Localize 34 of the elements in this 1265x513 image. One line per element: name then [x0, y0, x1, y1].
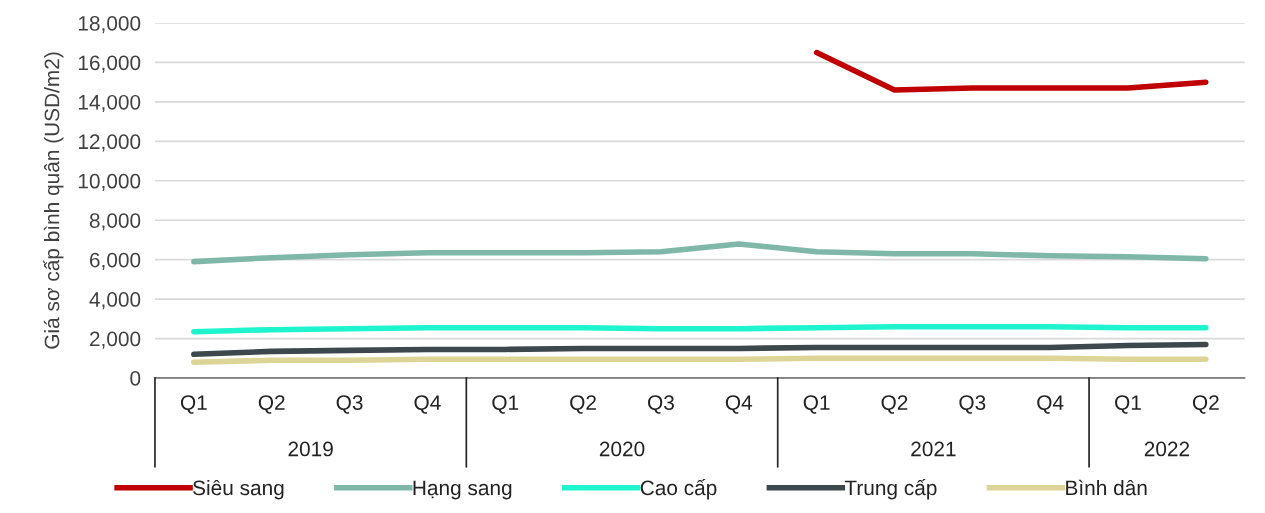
x-tick-label: Q2	[570, 395, 596, 414]
x-tick-label: Q3	[648, 395, 674, 414]
x-tick-label: Q4	[414, 395, 441, 414]
y-tick-label: 6,000	[90, 252, 141, 270]
y-tick-label: 4,000	[89, 292, 141, 310]
x-tick-label: Q3	[336, 395, 363, 414]
y-tick-label: 10,000	[78, 173, 141, 191]
text: 2019	[288, 441, 333, 457]
y-tick-label: 12,000	[78, 134, 141, 152]
text: 2020	[599, 441, 645, 457]
legend-label: Bình dân	[1066, 479, 1147, 496]
legend-label: Cao cấp	[640, 479, 717, 500]
x-tick-label: Q1	[180, 395, 207, 414]
x-tick-label: Q4	[1037, 395, 1064, 414]
x-tick-label: Q2	[881, 395, 908, 414]
y-tick-label: 18,000	[78, 16, 141, 34]
y-tick-label: 0	[130, 371, 141, 386]
y-tick-label: 14,000	[78, 94, 141, 113]
x-tick-label: Q1	[803, 395, 830, 414]
text: 2021	[911, 441, 956, 457]
text: 2022	[1144, 441, 1190, 457]
x-tick-label: Q4	[725, 395, 753, 414]
y-axis-title: Giá sơ cấp bình quân (USD/m2)	[43, 52, 64, 349]
y-tick-label: 8,000	[89, 213, 141, 231]
x-tick-label: Q2	[258, 395, 285, 414]
x-tick-label: Q1	[1115, 395, 1141, 414]
x-tick-label: Q3	[959, 395, 986, 414]
y-tick-label: 2,000	[89, 331, 141, 349]
legend-label: Hạng sang	[413, 480, 512, 500]
x-tick-label: Q1	[492, 395, 519, 414]
y-tick-label: 16,000	[78, 55, 141, 73]
legend-label: Siêu sang	[193, 479, 284, 500]
x-tick-label: Q2	[1192, 395, 1219, 414]
legend-label: Trung cấp	[844, 479, 937, 500]
